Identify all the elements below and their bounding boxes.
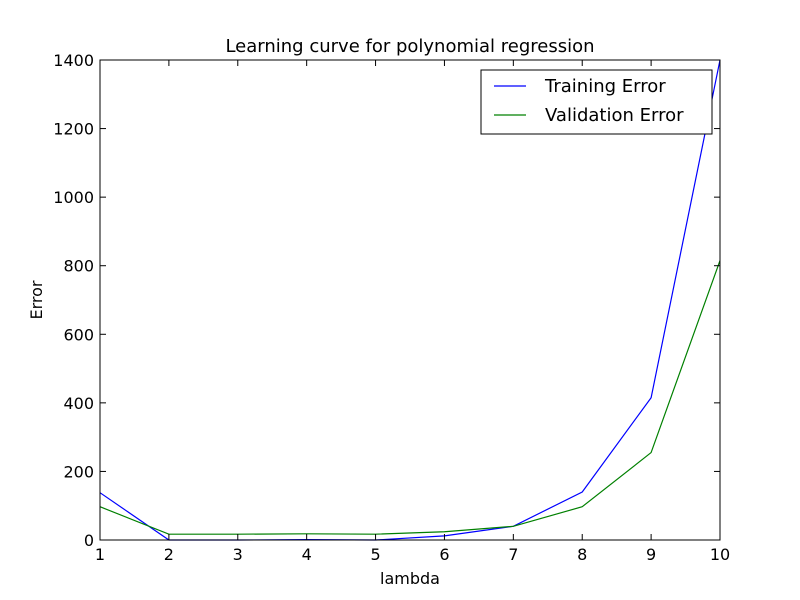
legend-label-training-error: Training Error [544, 76, 666, 97]
y-tick-label: 800 [63, 257, 94, 276]
x-tick-label: 5 [370, 545, 380, 564]
y-tick-label: 1000 [53, 188, 94, 207]
plot-frame [99, 59, 721, 541]
x-tick-label: 6 [439, 545, 449, 564]
y-tick-label: 600 [63, 325, 94, 344]
x-axis: 1 2 3 4 5 6 7 8 9 10 [95, 60, 730, 564]
y-tick-label: 0 [84, 531, 94, 550]
x-tick-label: 10 [710, 545, 730, 564]
series-line-validation-error [99, 260, 721, 535]
legend: Training Error Validation Error [480, 69, 713, 135]
x-axis-label: lambda [380, 569, 440, 588]
legend-label-validation-error: Validation Error [545, 105, 684, 126]
y-tick-label: 200 [63, 462, 94, 481]
y-tick-label: 1400 [53, 51, 94, 70]
x-tick-label: 9 [646, 545, 656, 564]
x-tick-label: 2 [164, 545, 174, 564]
y-tick-label: 1200 [53, 120, 94, 139]
plot-area [100, 60, 720, 540]
x-tick-label: 1 [95, 545, 105, 564]
y-axis-label: Error [27, 280, 46, 319]
y-tick-label: 400 [63, 394, 94, 413]
x-tick-label: 8 [577, 545, 587, 564]
x-tick-label: 7 [508, 545, 518, 564]
x-tick-label: 4 [302, 545, 312, 564]
legend-box [480, 69, 713, 135]
y-axis: 0 200 400 600 800 1000 1200 1400 [53, 51, 720, 550]
chart-title: Learning curve for polynomial regression [225, 36, 594, 57]
x-tick-label: 3 [233, 545, 243, 564]
